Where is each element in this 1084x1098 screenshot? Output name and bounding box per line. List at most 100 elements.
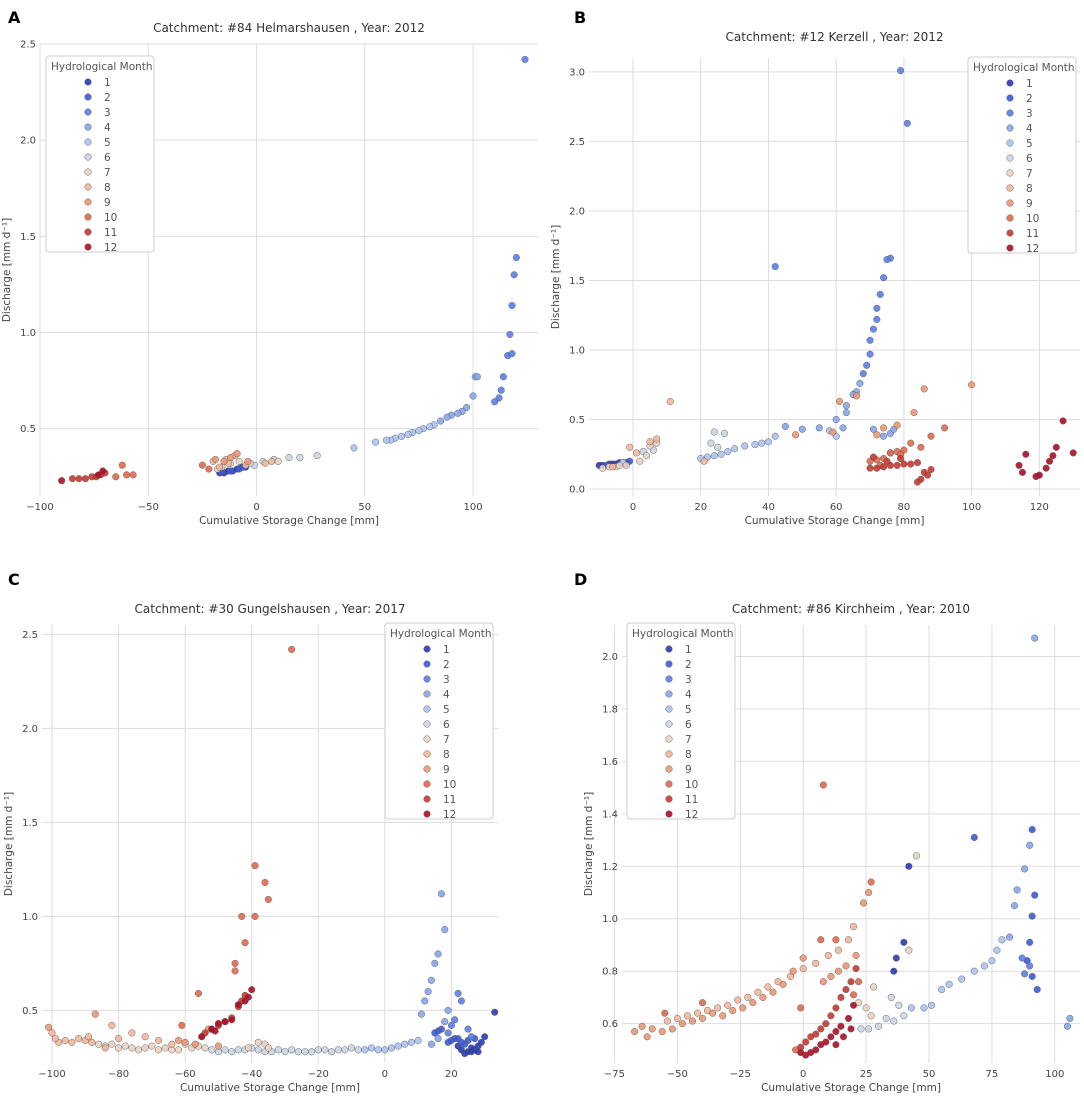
point-month-7 — [108, 1040, 116, 1048]
point-month-3 — [1026, 962, 1034, 970]
point-month-4 — [856, 379, 864, 387]
point-month-8 — [85, 1033, 93, 1041]
legend-label-8: 8 — [685, 749, 692, 761]
x-axis-label: Cumulative Storage Change [mm] — [180, 1082, 360, 1094]
point-month-11 — [873, 464, 881, 472]
point-month-4 — [1011, 902, 1019, 910]
point-month-11 — [802, 1038, 810, 1046]
point-month-10 — [112, 473, 120, 481]
point-month-11 — [869, 453, 877, 461]
x-tick-label: 75 — [986, 1069, 999, 1080]
point-month-4 — [437, 417, 445, 425]
x-axis-label: Cumulative Storage Change [mm] — [761, 1082, 941, 1094]
point-month-10 — [251, 912, 259, 920]
point-month-12 — [221, 1018, 229, 1026]
point-month-12 — [1052, 443, 1060, 451]
point-month-3 — [873, 304, 881, 312]
point-month-10 — [698, 999, 707, 1007]
legend-marker-9 — [84, 198, 92, 206]
x-tick-label: 0 — [630, 502, 636, 513]
y-tick-label: 2.0 — [22, 724, 38, 735]
legend-label-3: 3 — [443, 674, 450, 686]
point-month-10 — [194, 989, 202, 997]
legend-marker-1 — [665, 645, 673, 653]
point-month-4 — [781, 422, 789, 431]
x-tick-label: 80 — [898, 502, 911, 513]
y-tick-label: 1.8 — [602, 704, 618, 715]
point-month-5 — [407, 1038, 416, 1046]
point-month-6 — [890, 1017, 898, 1025]
point-month-1 — [890, 967, 898, 975]
legend-marker-6 — [423, 720, 431, 728]
y-tick-label: 3.0 — [569, 67, 585, 78]
legend-label-9: 9 — [104, 197, 111, 209]
legend-marker-1 — [423, 645, 431, 653]
point-month-4 — [815, 424, 823, 432]
point-month-1 — [491, 1008, 499, 1016]
point-month-10 — [205, 465, 213, 473]
point-month-6 — [714, 443, 722, 451]
point-month-5 — [404, 430, 412, 439]
point-month-10 — [231, 959, 239, 967]
point-month-8 — [744, 993, 752, 1001]
legend-marker-10 — [84, 213, 92, 221]
point-month-10 — [251, 862, 259, 870]
point-month-7 — [870, 983, 878, 991]
point-month-10 — [854, 978, 863, 986]
point-month-9 — [880, 424, 888, 432]
point-month-6 — [208, 1046, 216, 1054]
point-month-3 — [467, 1033, 475, 1041]
point-month-2 — [1033, 986, 1041, 994]
point-month-3 — [491, 398, 499, 406]
point-month-12 — [1045, 457, 1054, 465]
y-tick-label: 0.5 — [22, 1006, 38, 1017]
y-tick-label: 0.8 — [602, 967, 618, 978]
point-month-7 — [128, 1044, 136, 1052]
legend-marker-7 — [423, 735, 431, 743]
point-month-9 — [631, 1027, 639, 1036]
legend-label-10: 10 — [104, 212, 117, 224]
panel-letter-c: C — [8, 570, 20, 589]
point-month-8 — [51, 1035, 59, 1043]
point-month-3 — [866, 350, 874, 358]
y-axis-label: Discharge [mm d⁻¹] — [583, 792, 595, 896]
point-month-9 — [739, 1004, 747, 1012]
point-month-3 — [859, 370, 867, 378]
chart-title: Catchment: #12 Kerzell , Year: 2012 — [726, 30, 944, 44]
point-month-8 — [108, 1021, 116, 1029]
point-month-10 — [917, 443, 925, 451]
point-month-5 — [367, 1044, 376, 1052]
legend-label-10: 10 — [1026, 213, 1039, 225]
point-month-4 — [441, 1018, 449, 1026]
legend-marker-2 — [1006, 94, 1014, 102]
point-month-3 — [896, 66, 905, 75]
point-month-6 — [228, 1048, 236, 1056]
legend-marker-4 — [665, 690, 673, 698]
x-tick-label: −50 — [667, 1069, 688, 1080]
point-month-8 — [663, 1017, 671, 1025]
x-tick-label: 100 — [962, 502, 981, 513]
point-month-7 — [636, 457, 644, 465]
legend-label-2: 2 — [104, 92, 111, 104]
point-month-3 — [771, 263, 779, 271]
legend-marker-8 — [665, 750, 673, 758]
legend-marker-11 — [1006, 229, 1014, 237]
point-month-4 — [424, 988, 432, 996]
point-month-11 — [907, 460, 915, 468]
point-month-4 — [473, 373, 481, 381]
point-month-8 — [653, 435, 661, 443]
legend-label-5: 5 — [443, 704, 450, 716]
legend-title: Hydrological Month — [973, 62, 1075, 74]
legend-label-11: 11 — [1026, 228, 1039, 240]
point-month-4 — [1005, 933, 1014, 941]
legend-marker-3 — [84, 108, 92, 116]
point-month-10 — [832, 936, 840, 944]
point-month-7 — [264, 1044, 272, 1052]
x-tick-label: 50 — [923, 1069, 936, 1080]
point-month-12 — [827, 1033, 835, 1041]
point-month-12 — [248, 986, 256, 994]
legend-label-7: 7 — [443, 734, 450, 746]
point-month-2 — [1028, 826, 1036, 834]
point-month-10 — [927, 432, 935, 440]
legend-marker-9 — [423, 765, 431, 773]
